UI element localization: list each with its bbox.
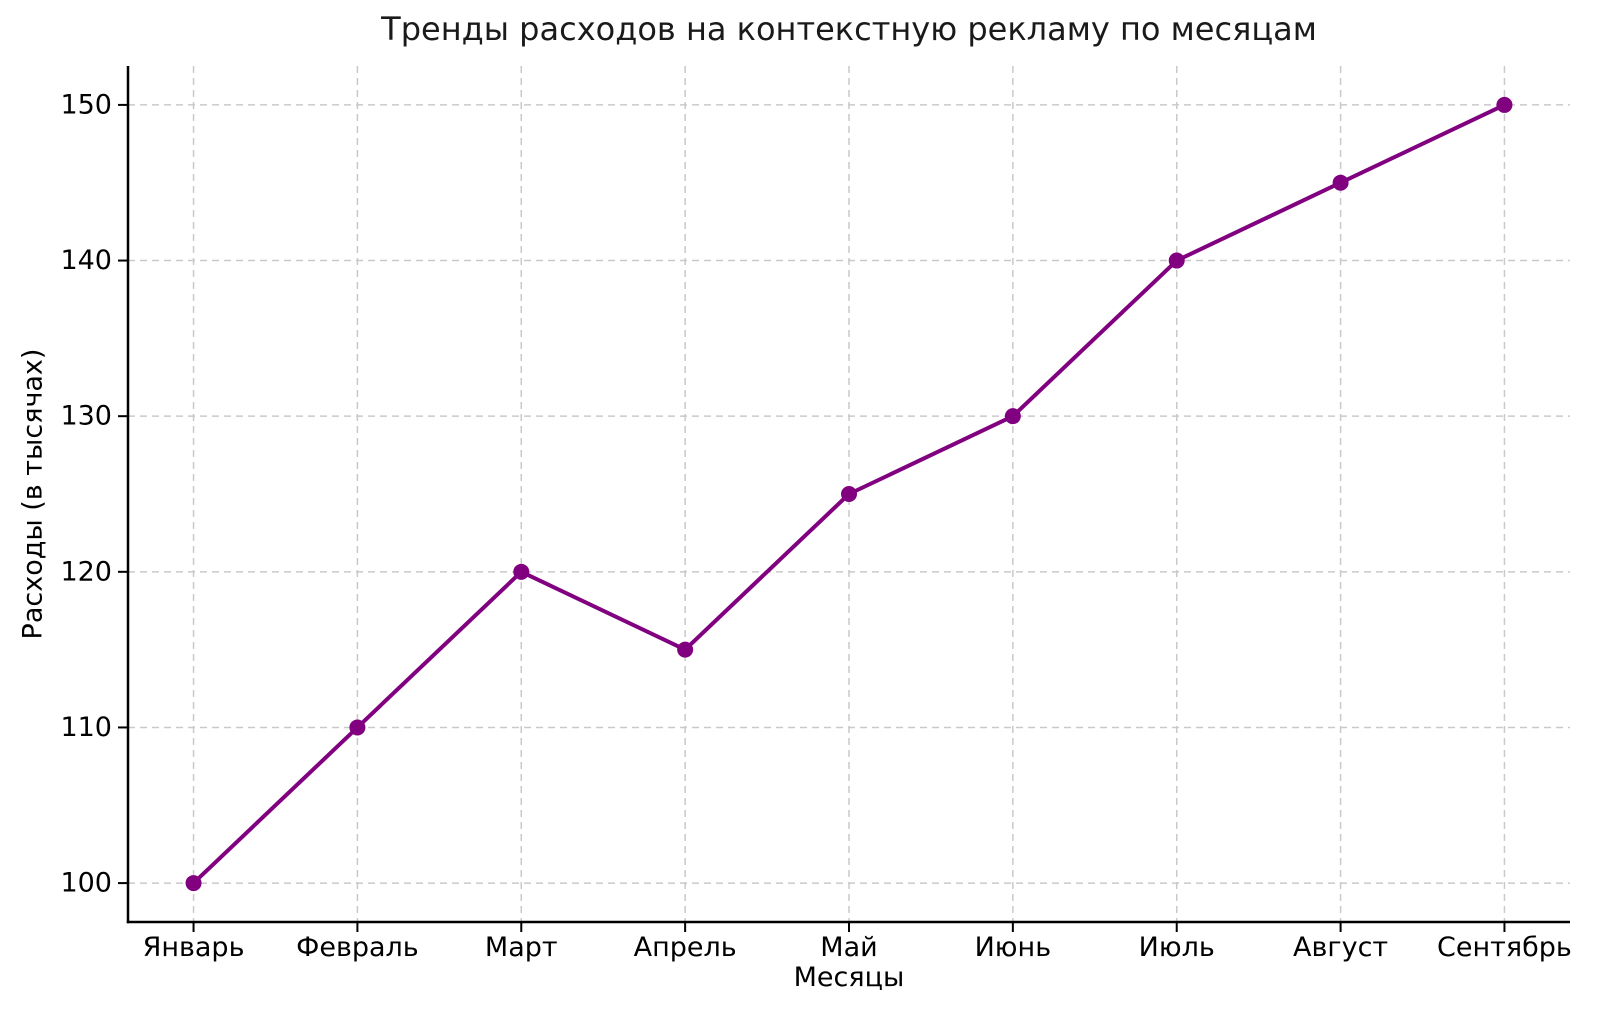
y-tick-label: 100: [60, 868, 112, 899]
data-point-marker: [185, 875, 202, 892]
data-point-marker: [1332, 174, 1349, 191]
data-point-marker: [1004, 408, 1021, 425]
y-tick-label: 120: [60, 556, 112, 587]
data-point-marker: [513, 563, 530, 580]
data-point-marker: [1168, 252, 1185, 269]
x-tick-label: Июнь: [975, 932, 1052, 963]
y-tick-label: 150: [60, 89, 112, 120]
x-tick-label: Март: [485, 932, 558, 963]
data-point-marker: [349, 719, 366, 736]
x-tick-label: Январь: [143, 932, 245, 963]
x-tick-label: Февраль: [296, 932, 419, 963]
x-tick-label: Апрель: [634, 932, 737, 963]
chart-title: Тренды расходов на контекстную рекламу п…: [381, 10, 1317, 48]
data-point-marker: [677, 641, 694, 658]
x-tick-label: Сентябрь: [1437, 932, 1572, 963]
x-tick-label: Август: [1293, 932, 1388, 963]
y-tick-label: 130: [60, 401, 112, 432]
data-point-marker: [841, 486, 857, 502]
x-tick-label: Май: [820, 932, 877, 963]
x-tick-label: Июль: [1139, 932, 1215, 963]
x-axis-label: Месяцы: [793, 962, 905, 993]
y-tick-label: 110: [60, 712, 112, 743]
y-tick-label: 140: [60, 245, 112, 276]
data-point-marker: [1496, 96, 1513, 113]
